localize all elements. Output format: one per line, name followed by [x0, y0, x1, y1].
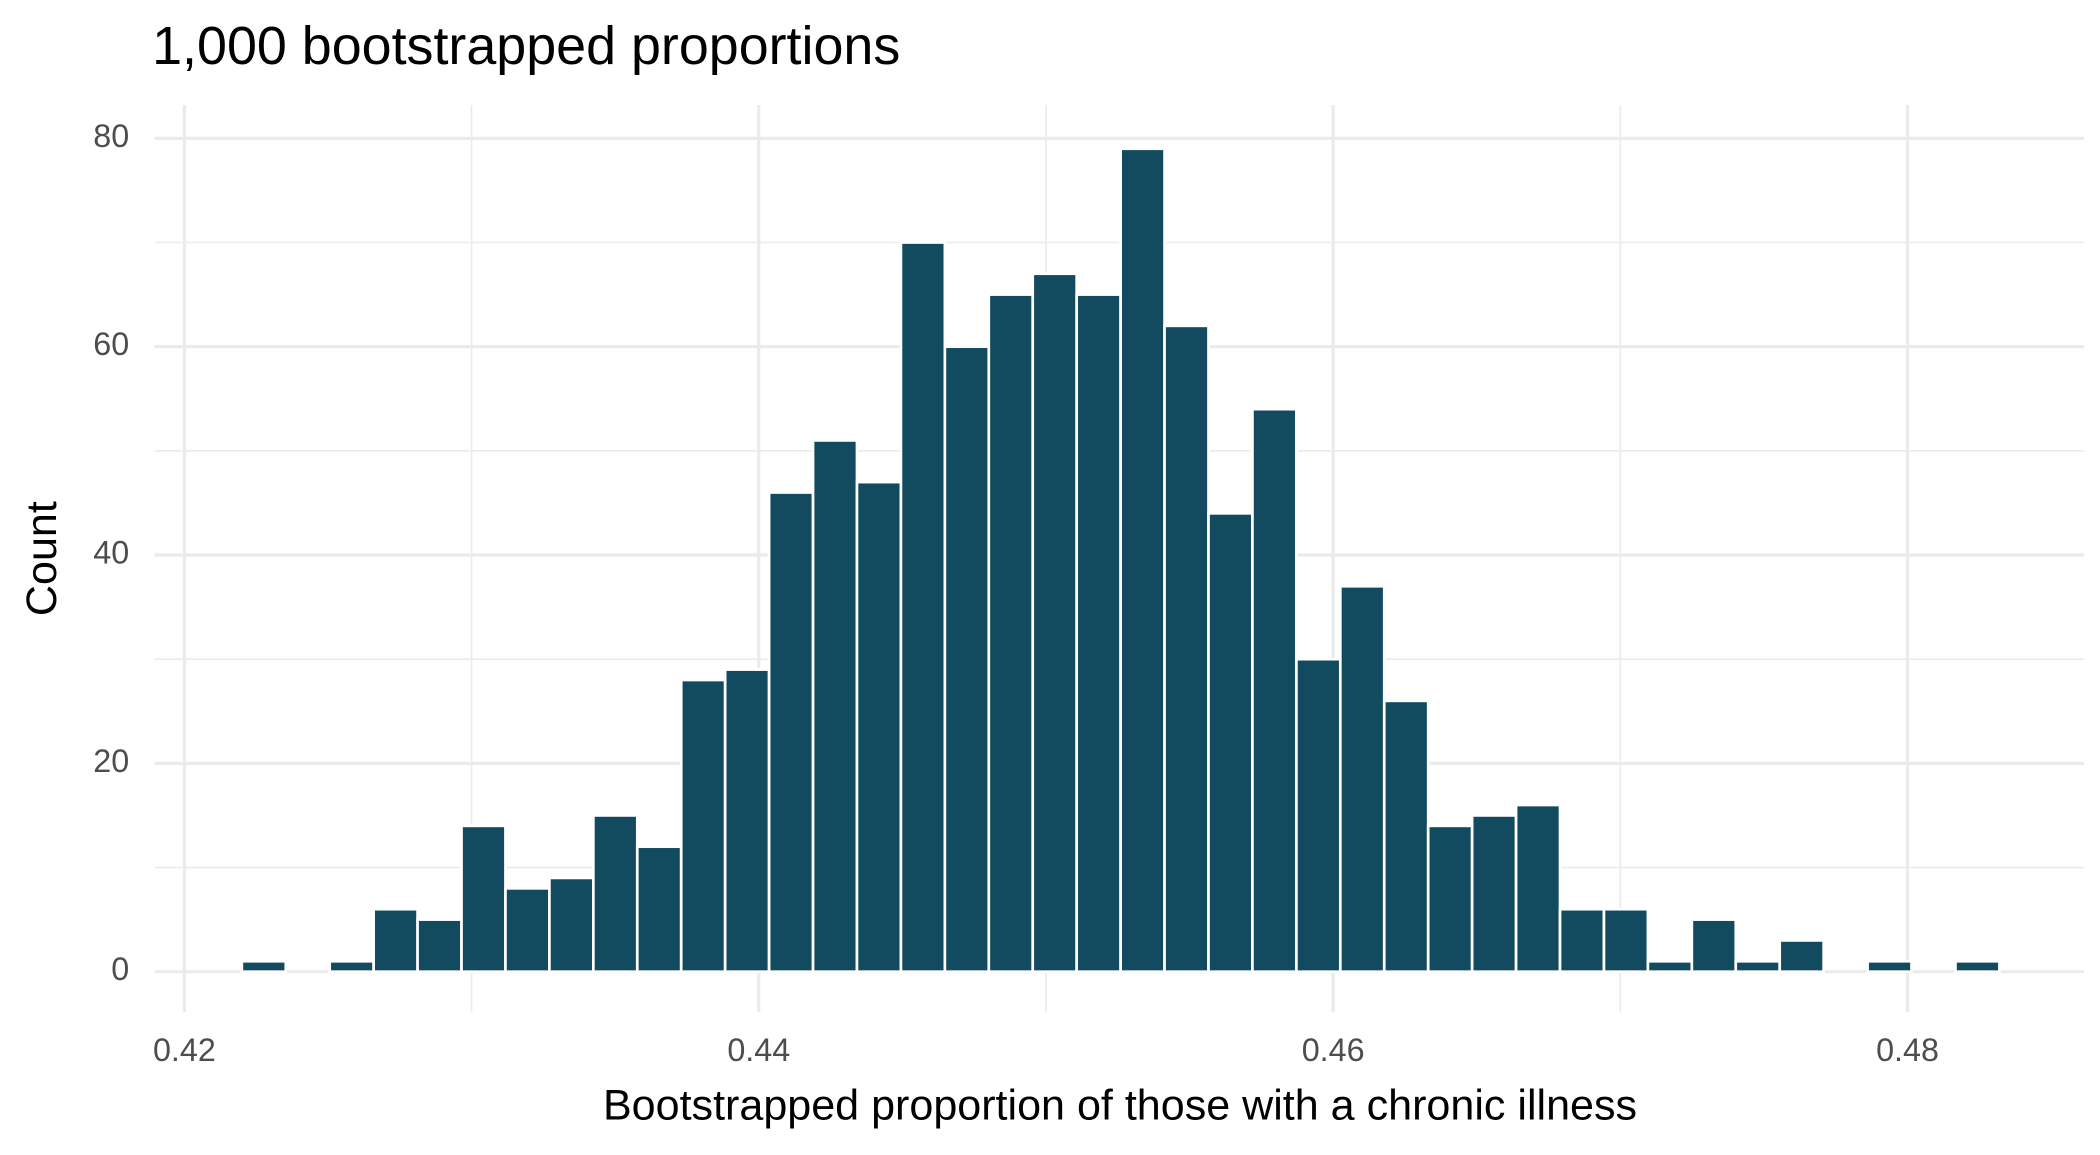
bar	[855, 480, 903, 974]
y-tick-label: 0	[111, 951, 129, 987]
bar	[943, 345, 991, 974]
y-tick-label: 80	[93, 118, 129, 154]
bar	[1075, 293, 1122, 974]
bar	[987, 293, 1035, 974]
bar	[1866, 959, 1913, 974]
bar	[1778, 939, 1826, 974]
bar	[1338, 584, 1386, 974]
bar	[1251, 407, 1298, 974]
x-tick-label: 0.44	[727, 1032, 790, 1068]
bar	[504, 887, 551, 974]
bar	[372, 907, 419, 974]
bar	[1646, 959, 1694, 974]
bar	[1119, 147, 1166, 974]
bar	[1382, 699, 1430, 974]
bar	[1602, 907, 1650, 974]
bar	[591, 814, 639, 974]
x-tick-label: 0.48	[1876, 1032, 1939, 1068]
y-tick-label: 60	[93, 326, 129, 362]
bar	[1295, 657, 1342, 974]
bar	[1734, 959, 1782, 974]
chart-title: 1,000 bootstrapped proportions	[152, 16, 900, 76]
bar	[899, 241, 947, 974]
bar	[460, 824, 507, 974]
bar	[1031, 272, 1079, 974]
bar	[679, 678, 727, 974]
bar	[1470, 814, 1518, 974]
x-tick-label: 0.42	[153, 1032, 216, 1068]
bar	[1426, 824, 1474, 974]
x-tick-label: 0.46	[1302, 1032, 1365, 1068]
bar	[1163, 324, 1210, 974]
bar	[1207, 511, 1254, 974]
bar	[767, 491, 815, 974]
y-axis-title: Count	[18, 501, 66, 616]
bar	[635, 845, 683, 974]
bar	[328, 959, 375, 974]
y-tick-label: 20	[93, 743, 129, 779]
bar	[811, 439, 859, 974]
y-tick-label: 40	[93, 535, 129, 571]
bars	[240, 147, 2001, 974]
bar	[548, 876, 595, 974]
bar	[240, 959, 288, 974]
bar	[416, 918, 463, 974]
x-axis-title: Bootstrapped proportion of those with a …	[603, 1081, 1637, 1129]
bar	[1954, 959, 2001, 974]
bar	[1514, 803, 1562, 974]
bar	[1558, 907, 1606, 974]
bar	[1690, 918, 1738, 974]
bar	[723, 668, 771, 974]
